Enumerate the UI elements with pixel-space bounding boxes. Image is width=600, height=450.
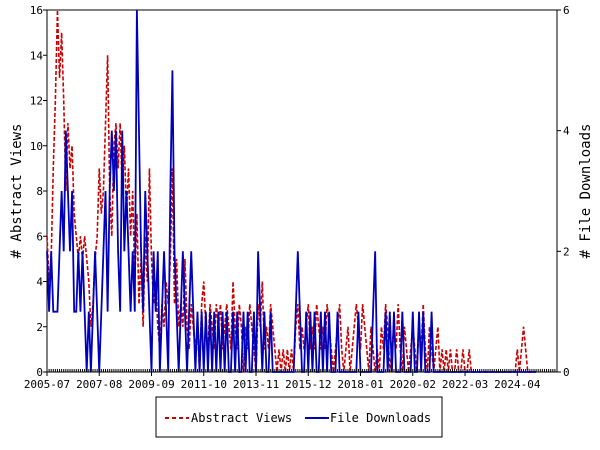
- y-right-tick-label: 4: [563, 125, 570, 138]
- x-tick-label: 2020-02: [390, 378, 436, 391]
- y-left-tick-label: 8: [36, 185, 43, 198]
- y-right-tick-label: 0: [563, 366, 570, 379]
- y-axis-label-right: # File Downloads: [578, 124, 594, 259]
- x-ticks: 2005-07 2007-08 2009-09 2011-10 2013-11 2015-…: [24, 369, 558, 391]
- x-tick-label: 2015-12: [285, 378, 331, 391]
- y-left-tick-label: 14: [30, 49, 44, 62]
- x-tick-label: 2005-07: [24, 378, 70, 391]
- y-right-tick-label: 2: [563, 245, 570, 258]
- x-tick-label: 2007-08: [76, 378, 122, 391]
- series-line-abstract-views: [46, 9, 537, 373]
- x-tick-label: 2024-04: [494, 378, 541, 391]
- legend-label-file-downloads: File Downloads: [330, 411, 431, 425]
- y-left-tick-label: 2: [36, 321, 43, 334]
- series-layer: [46, 9, 537, 373]
- y-left-tick-label: 12: [30, 95, 43, 108]
- x-tick-label: 2022-03: [442, 378, 488, 391]
- y-axis-label-left: # Abstract Views: [9, 124, 25, 259]
- y-ticks-right: 0 2 4 6: [557, 4, 570, 379]
- y-left-tick-label: 4: [36, 276, 43, 289]
- y-left-tick-label: 16: [30, 4, 43, 17]
- x-tick-label: 2013-11: [233, 378, 279, 391]
- y-left-tick-label: 0: [36, 366, 43, 379]
- series-line-file-downloads: [46, 9, 537, 373]
- y-left-tick-label: 10: [30, 140, 43, 153]
- y-right-tick-label: 6: [563, 4, 570, 17]
- x-tick-label: 2018-01: [337, 378, 383, 391]
- legend: Abstract Views File Downloads: [155, 396, 443, 438]
- y-left-tick-label: 6: [36, 230, 43, 243]
- legend-label-abstract-views: Abstract Views: [191, 411, 292, 425]
- y-ticks-left: 0 2 4 6 8 10 12 14 16: [30, 4, 47, 379]
- x-tick-label: 2009-09: [128, 378, 174, 391]
- x-tick-label: 2011-10: [181, 378, 227, 391]
- legend-box: [155, 396, 443, 438]
